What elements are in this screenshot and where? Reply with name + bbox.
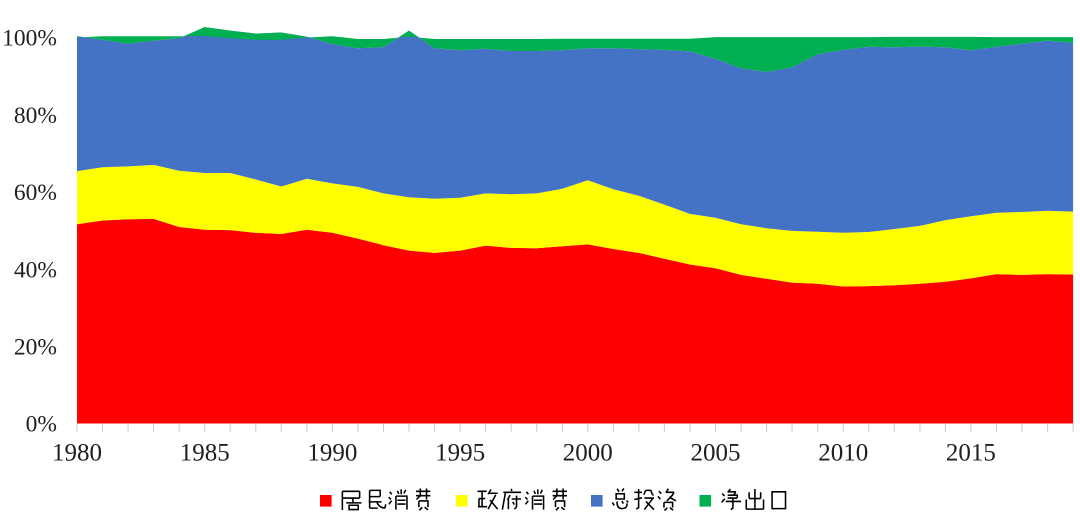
svg-text:2000: 2000 (563, 440, 613, 467)
svg-text:1990: 1990 (307, 440, 357, 467)
svg-text:0%: 0% (26, 412, 57, 438)
svg-text:2015: 2015 (946, 440, 996, 467)
svg-text:20%: 20% (14, 335, 57, 361)
svg-text:40%: 40% (14, 257, 57, 283)
svg-text:80%: 80% (14, 103, 57, 129)
svg-text:1995: 1995 (435, 440, 485, 467)
svg-text:1985: 1985 (180, 440, 230, 467)
svg-text:60%: 60% (14, 180, 57, 206)
svg-text:100%: 100% (2, 26, 57, 52)
svg-text:2010: 2010 (818, 440, 868, 467)
svg-text:2005: 2005 (691, 440, 741, 467)
svg-text:1980: 1980 (52, 440, 102, 467)
